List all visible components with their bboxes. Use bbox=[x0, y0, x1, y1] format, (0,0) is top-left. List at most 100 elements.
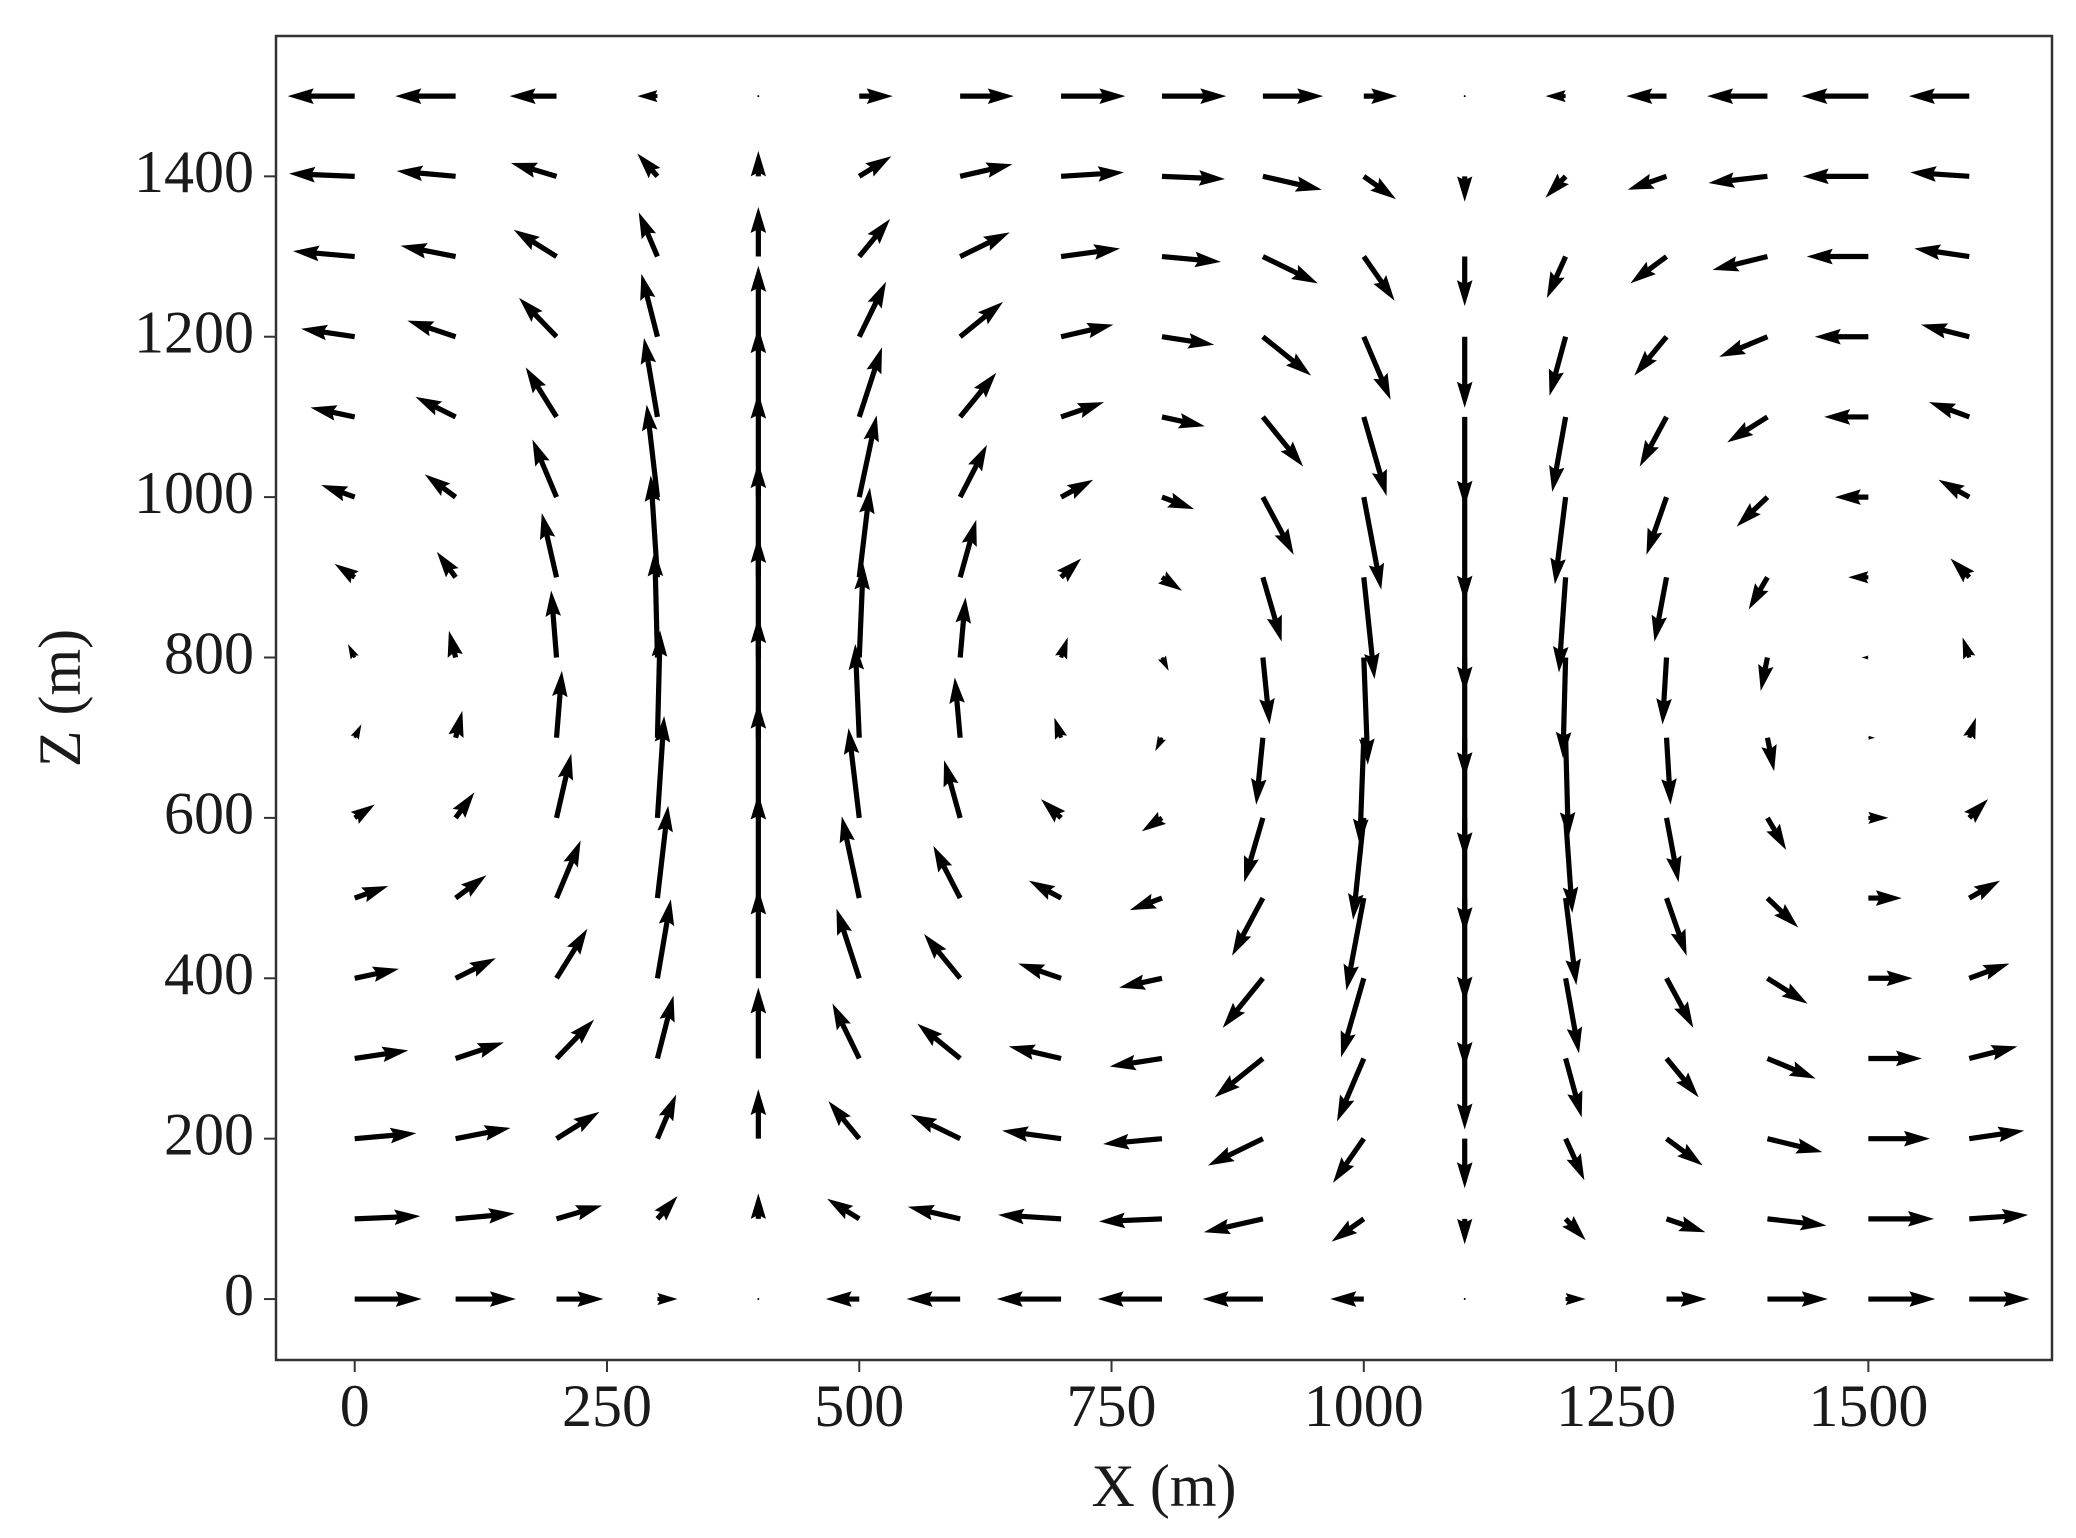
arrow bbox=[854, 563, 870, 658]
arrow bbox=[1801, 88, 1869, 104]
arrow bbox=[510, 162, 558, 179]
arrow bbox=[407, 320, 457, 340]
arrow bbox=[1868, 1291, 1936, 1307]
arrow bbox=[532, 439, 559, 499]
arrow bbox=[1262, 88, 1324, 104]
arrow bbox=[848, 643, 865, 738]
arrow bbox=[1630, 254, 1669, 284]
arrow bbox=[757, 1298, 760, 1301]
arrow bbox=[1352, 737, 1369, 845]
arrow bbox=[1243, 817, 1266, 883]
arrow bbox=[1456, 1138, 1473, 1189]
arrow bbox=[907, 1205, 961, 1222]
arrow bbox=[1207, 1136, 1265, 1166]
arrow bbox=[1868, 970, 1913, 987]
arrow bbox=[1361, 255, 1395, 301]
arrow bbox=[1456, 737, 1473, 859]
arrow bbox=[637, 90, 658, 103]
arrow bbox=[637, 153, 661, 179]
arrow bbox=[1766, 976, 1808, 1004]
arrow bbox=[917, 1023, 962, 1061]
arrow bbox=[1712, 254, 1769, 272]
arrow bbox=[957, 519, 977, 579]
arrow bbox=[1463, 1298, 1466, 1301]
arrow bbox=[301, 324, 356, 341]
arrow bbox=[1161, 413, 1205, 429]
arrow bbox=[1363, 88, 1398, 104]
arrow bbox=[1559, 737, 1576, 839]
arrow bbox=[640, 273, 660, 338]
arrow bbox=[910, 1114, 962, 1141]
arrow bbox=[1868, 1211, 1935, 1227]
arrow bbox=[545, 590, 562, 658]
arrow bbox=[959, 162, 1013, 179]
arrow bbox=[1040, 799, 1066, 823]
arrow bbox=[1550, 496, 1569, 585]
arrow bbox=[1008, 1044, 1062, 1061]
arrow bbox=[350, 804, 375, 824]
arrow bbox=[856, 347, 883, 418]
arrow bbox=[1950, 558, 1975, 583]
arrow bbox=[452, 792, 475, 820]
arrow bbox=[857, 156, 892, 179]
arrow bbox=[757, 95, 760, 98]
arrow bbox=[856, 415, 879, 498]
arrow bbox=[1626, 88, 1667, 104]
arrow bbox=[1719, 334, 1769, 357]
arrow bbox=[750, 206, 767, 257]
arrow bbox=[750, 327, 767, 417]
arrow bbox=[1661, 737, 1677, 805]
plot-frame bbox=[274, 34, 2054, 1362]
arrow bbox=[1968, 963, 2010, 981]
y-tick-label: 200 bbox=[164, 1101, 254, 1167]
arrow bbox=[750, 392, 767, 498]
arrow bbox=[1109, 1054, 1163, 1071]
arrow bbox=[655, 1094, 677, 1140]
arrow bbox=[654, 995, 675, 1060]
arrow bbox=[1834, 489, 1869, 505]
arrow bbox=[1563, 1057, 1583, 1118]
x-axis-label: X (m) bbox=[1092, 1453, 1237, 1519]
arrow bbox=[832, 1003, 862, 1060]
arrow bbox=[1627, 173, 1668, 190]
arrow bbox=[555, 1111, 600, 1141]
arrow bbox=[1868, 811, 1889, 824]
arrow bbox=[1727, 414, 1769, 443]
arrow bbox=[1456, 657, 1473, 779]
arrow bbox=[455, 1291, 516, 1307]
arrow bbox=[654, 805, 673, 899]
arrow bbox=[1767, 1291, 1828, 1307]
arrow bbox=[1664, 1056, 1699, 1098]
arrow bbox=[1119, 974, 1163, 990]
arrow bbox=[1457, 1218, 1473, 1245]
arrow bbox=[350, 724, 362, 740]
arrow bbox=[949, 677, 965, 738]
arrow bbox=[289, 166, 355, 183]
arrow bbox=[1141, 811, 1166, 832]
arrow bbox=[1545, 173, 1569, 198]
arrow bbox=[1456, 577, 1473, 693]
y-tick-label: 0 bbox=[224, 1262, 254, 1328]
arrow bbox=[1651, 576, 1670, 642]
arrow bbox=[1968, 1126, 2025, 1143]
arrow bbox=[1340, 977, 1367, 1058]
arrow bbox=[454, 875, 487, 901]
arrow bbox=[513, 229, 558, 259]
arrow bbox=[554, 840, 581, 900]
arrow bbox=[1456, 336, 1473, 408]
arrow bbox=[1232, 896, 1266, 956]
arrow bbox=[1868, 735, 1876, 740]
arrow bbox=[1908, 88, 1970, 104]
arrow bbox=[1161, 492, 1195, 510]
arrow bbox=[1361, 335, 1391, 400]
arrow bbox=[1562, 817, 1579, 914]
arrow bbox=[1814, 328, 1869, 345]
arrow bbox=[1964, 799, 1989, 824]
arrow bbox=[1456, 1058, 1473, 1130]
arrow bbox=[1054, 717, 1068, 740]
arrow bbox=[1552, 577, 1569, 673]
arrow bbox=[827, 1198, 861, 1222]
arrow bbox=[1059, 479, 1094, 500]
y-axis-label: Z (m) bbox=[27, 629, 93, 767]
